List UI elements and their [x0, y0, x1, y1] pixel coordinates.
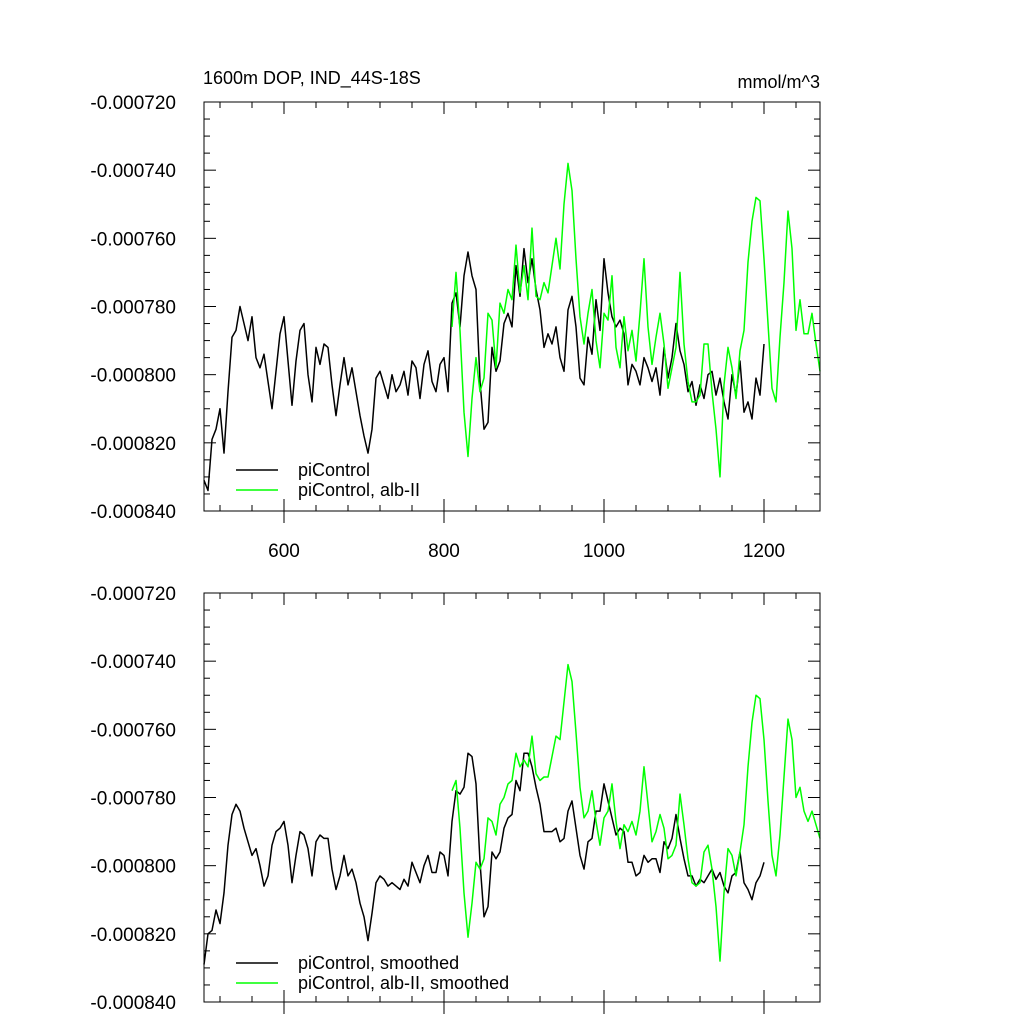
- y-tick-label: -0.000820: [90, 434, 176, 455]
- y-tick-label: -0.000780: [90, 789, 176, 810]
- chart-title: 1600m DOP, IND_44S-18S: [203, 68, 421, 89]
- top-legend: piControl piControl, alb-II: [236, 460, 420, 500]
- series-line-1-0: [203, 752, 765, 965]
- series-line-0-0: [203, 247, 765, 492]
- y-tick-label: -0.000800: [90, 366, 176, 387]
- x-tick-label: 1000: [583, 541, 625, 562]
- y-tick-label: -0.000740: [90, 652, 176, 673]
- y-tick-label: -0.000760: [90, 720, 176, 741]
- bottom-plot-frame: [203, 592, 821, 1003]
- bottom-panel-marks: [203, 663, 821, 965]
- top-panel-ticks: -0.000720 -0.000740 -0.000760 -0.000780 -0.0…: [90, 93, 820, 562]
- legend-label-picontrol-smoothed: piControl, smoothed: [298, 953, 459, 973]
- y-tick-label: -0.000840: [90, 993, 176, 1014]
- bottom-legend: piControl, smoothed piControl, alb-II, s…: [236, 953, 509, 993]
- top-plot-frame: [203, 101, 821, 512]
- legend-label-alb-ii-smoothed: piControl, alb-II, smoothed: [298, 973, 509, 993]
- y-tick-label: -0.000800: [90, 857, 176, 878]
- x-tick-label: 600: [268, 541, 300, 562]
- bottom-panel: -0.000720 -0.000740 -0.000760 -0.000780 -0.0…: [90, 584, 821, 1014]
- y-tick-label: -0.000820: [90, 925, 176, 946]
- series-line-0-1: [451, 162, 821, 478]
- y-tick-label: -0.000740: [90, 161, 176, 182]
- series-line-1-1: [451, 663, 821, 962]
- x-tick-label: 1200: [743, 541, 785, 562]
- y-tick-label: -0.000720: [90, 93, 176, 114]
- top-panel: 1600m DOP, IND_44S-18S mmol/m^3 -0.00072…: [90, 68, 821, 562]
- bottom-panel-ticks: -0.000720 -0.000740 -0.000760 -0.000780 -0.0…: [90, 584, 820, 1014]
- units-label: mmol/m^3: [738, 72, 820, 92]
- y-tick-label: -0.000840: [90, 502, 176, 523]
- legend-label-picontrol: piControl: [298, 460, 370, 480]
- x-tick-label: 800: [428, 541, 460, 562]
- y-tick-label: -0.000780: [90, 298, 176, 319]
- legend-label-alb-ii: piControl, alb-II: [298, 480, 420, 500]
- top-panel-marks: [203, 162, 821, 492]
- y-tick-label: -0.000760: [90, 229, 176, 250]
- y-tick-label: -0.000720: [90, 584, 176, 605]
